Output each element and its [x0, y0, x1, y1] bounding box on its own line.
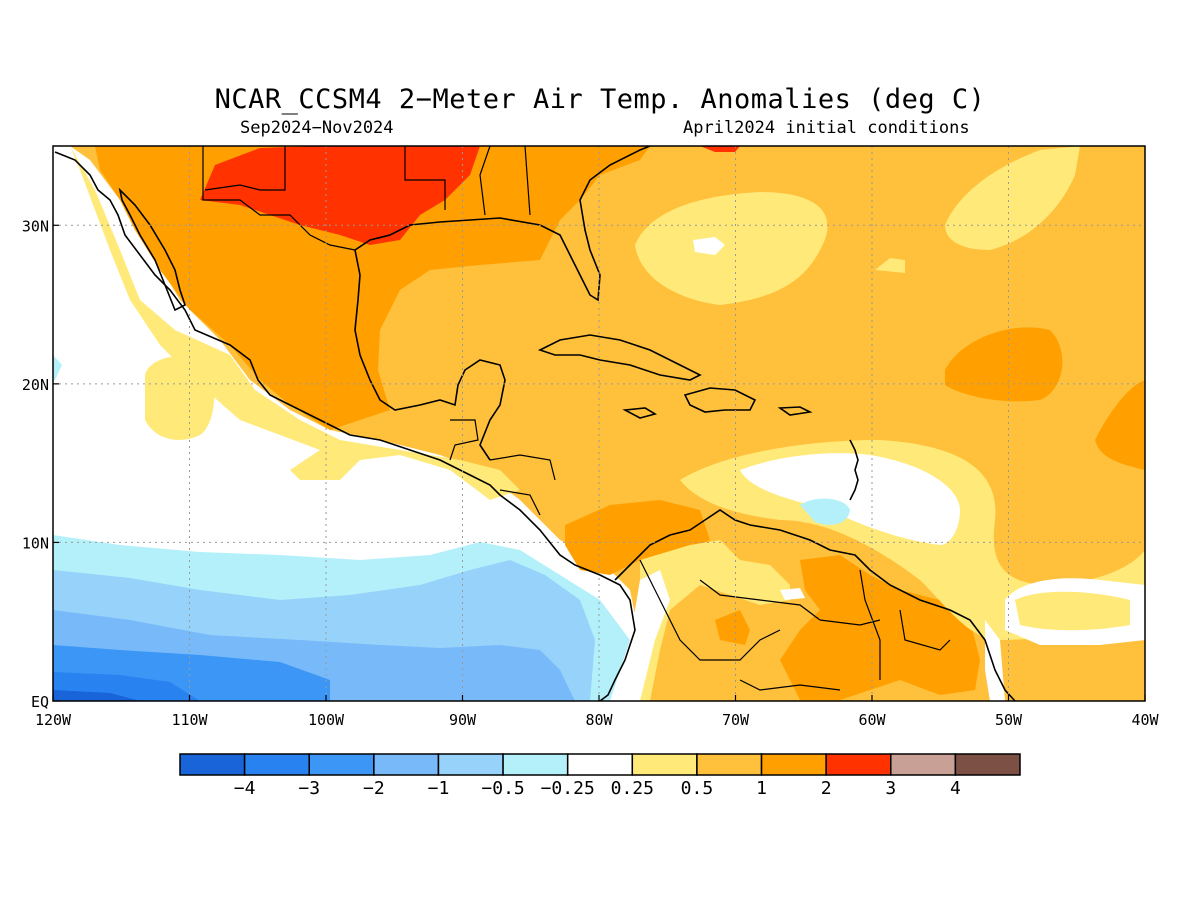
colorbar-label-10: 3	[885, 778, 896, 799]
colorbar-label-2: −2	[363, 778, 385, 799]
region-pacific-warm-edge	[70, 146, 520, 500]
y-tick-label-1: 10N	[22, 534, 49, 552]
colorbar-swatch-12	[954, 753, 1021, 776]
y-tick-label-0: EQ	[31, 693, 49, 711]
x-tick-label-7: 50W	[995, 711, 1023, 729]
coast-south-america-north	[614, 509, 1016, 701]
colorbar-swatch-2	[308, 753, 375, 776]
colorbar-swatch-8	[696, 753, 763, 776]
border-nicaragua	[499, 489, 541, 516]
region-venezuela-neutral	[780, 588, 805, 600]
border-us-states-3	[479, 146, 491, 216]
colorbar-label-1: −3	[298, 778, 320, 799]
x-tick-label-6: 60W	[858, 711, 886, 729]
region-pacific-cool-spot	[53, 355, 62, 380]
region-colombia-neutral	[610, 570, 670, 701]
colorbar-swatch-10	[825, 753, 892, 776]
coast-jamaica	[622, 407, 658, 419]
coast-puerto-rico	[777, 406, 813, 416]
colorbar-swatch-4	[437, 753, 504, 776]
x-axis: 120W 110W 100W 90W 80W 70W 60W 50W 40W	[35, 695, 1160, 729]
coast-gulf-of-mexico	[354, 249, 506, 461]
region-northeast-hot	[700, 146, 740, 152]
border-colombia	[639, 559, 781, 661]
colorbar-swatch-11	[890, 753, 957, 776]
anomaly-fill-layer	[53, 146, 1145, 701]
colorbar-label-5: −0.25	[541, 778, 595, 799]
x-tick-label-8: 40W	[1131, 711, 1159, 729]
border-honduras	[489, 454, 556, 481]
colorbar-label-3: −1	[428, 778, 450, 799]
colorbar-label-11: 4	[950, 778, 961, 799]
region-south-america-warm	[565, 500, 710, 575]
border-brazil	[739, 679, 841, 691]
colorbar-swatch-5	[502, 753, 569, 776]
colorbar-label-8: 1	[756, 778, 767, 799]
border-us-mexico	[202, 146, 356, 251]
region-atlantic-mild-3	[875, 258, 905, 273]
colorbar-label-6: 0.25	[611, 778, 654, 799]
x-tick-label-5: 70W	[722, 711, 750, 729]
coast-baja-california	[118, 187, 186, 312]
x-tick-label-3: 90W	[449, 711, 477, 729]
region-atlantic-mild-4	[1015, 591, 1130, 631]
colorbar-label-0: −4	[234, 778, 256, 799]
coastlines	[54, 146, 1016, 701]
colorbar-swatch-6	[566, 753, 634, 776]
region-atlantic-warm-2	[1095, 380, 1145, 470]
region-caribbean-cool	[800, 498, 850, 525]
region-atlantic-neutral-1	[693, 237, 725, 255]
colorbar-label-7: 0.5	[681, 778, 714, 799]
y-tick-label-3: 30N	[22, 217, 49, 235]
map-title: NCAR_CCSM4 2−Meter Air Temp. Anomalies (…	[214, 84, 986, 115]
y-tick-label-2: 20N	[22, 376, 49, 394]
region-atlantic-mild-2	[945, 146, 1080, 250]
coast-lesser-antilles	[849, 439, 859, 501]
coast-north-america-pacific	[54, 151, 636, 701]
region-pacific-warm-blob	[145, 356, 215, 440]
coast-cuba	[537, 334, 702, 381]
colorbar-label-9: 2	[821, 778, 832, 799]
region-pacific-cool-6	[53, 690, 140, 701]
colorbar-label-4: −0.5	[481, 778, 524, 799]
colorbar-swatch-3	[373, 753, 440, 776]
border-us-states-2	[404, 146, 446, 210]
x-tick-label-2: 100W	[308, 711, 345, 729]
region-mexico-gulf-warm	[95, 146, 650, 430]
x-tick-label-0: 120W	[35, 711, 72, 729]
border-suriname	[899, 609, 951, 651]
region-atlantic-warm-1	[945, 327, 1063, 402]
region-guiana-warm	[780, 555, 980, 700]
region-us-hot	[200, 146, 480, 245]
x-tick-label-1: 110W	[171, 711, 208, 729]
forecast-period: Sep2024−Nov2024	[240, 118, 394, 138]
colorbar: −4 −3 −2 −1 −0.5 −0.25 0.25 0.5 1 2 3 4	[179, 753, 1021, 799]
border-guatemala	[449, 419, 479, 461]
border-us-states-1	[204, 146, 286, 191]
colorbar-swatch-1	[243, 753, 310, 776]
border-venezuela	[699, 579, 881, 626]
initial-conditions: April2024 initial conditions	[683, 118, 970, 138]
coast-us-gulf	[354, 146, 651, 302]
colorbar-swatch-9	[760, 753, 827, 776]
region-amazon-warm	[715, 610, 750, 645]
colorbar-swatch-0	[179, 753, 246, 776]
border-us-states-4	[524, 146, 531, 216]
region-atlantic-mild-1	[635, 192, 828, 305]
coast-hispaniola	[683, 387, 757, 413]
colorbar-swatch-7	[631, 753, 698, 776]
gridlines	[53, 146, 1145, 701]
x-tick-label-4: 80W	[585, 711, 613, 729]
y-axis: EQ 10N 20N 30N	[22, 217, 59, 711]
